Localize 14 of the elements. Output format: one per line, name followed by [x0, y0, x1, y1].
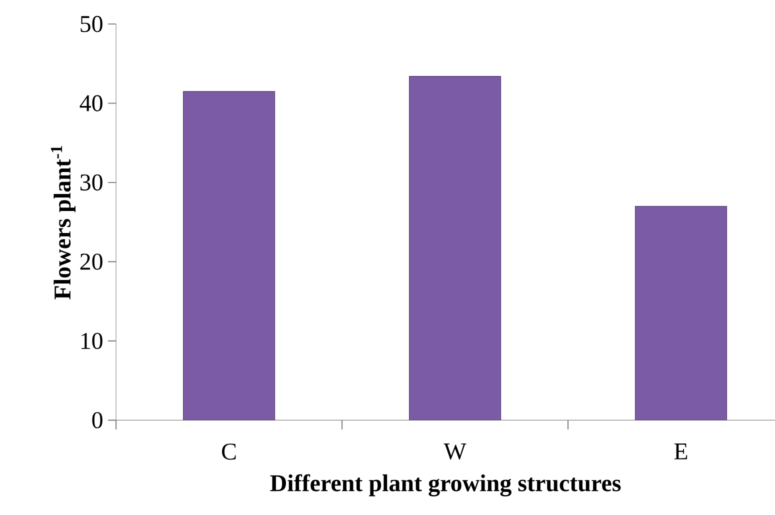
y-tick-label: 40 [80, 95, 102, 112]
y-tick-label: 10 [81, 332, 102, 349]
y-axis-title: Flowers plant$^{-1}$ [50, 146, 76, 300]
x-tick-label: C [222, 443, 236, 460]
bar [408, 76, 502, 420]
y-tick-label: 30 [80, 174, 102, 190]
y-tick-label: 0 [92, 412, 102, 428]
y-tick-label: 20 [80, 254, 102, 270]
y-tick-label: 50 [80, 16, 102, 32]
x-tick-label: W [444, 443, 466, 460]
x-axis-title: Different plant growing structures [270, 474, 621, 496]
x-tick-label: E [674, 443, 688, 460]
bar [183, 90, 276, 420]
bar [634, 206, 728, 420]
